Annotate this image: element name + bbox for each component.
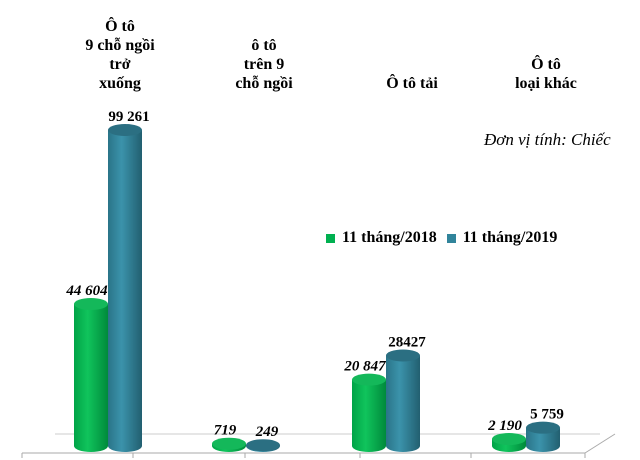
data-label: 20 847	[343, 359, 386, 375]
bar-0-2	[352, 373, 386, 452]
category-label: ô tô trên 9 chỗ ngồi	[235, 37, 293, 92]
category-label: Ô tô 9 chỗ ngồi trở xuống	[85, 18, 155, 92]
data-label: 249	[255, 424, 279, 440]
data-label: 99 261	[108, 109, 149, 125]
legend-swatch-2019	[446, 233, 456, 243]
bar-1-0	[108, 124, 142, 452]
category-label: Ô tô tải	[386, 75, 438, 92]
data-label: 44 604	[65, 283, 108, 299]
bar-0-0	[74, 298, 108, 452]
legend: 11 tháng/2018 11 tháng/2019	[326, 229, 557, 247]
bar-1-3	[526, 421, 560, 452]
unit-label: Đơn vị tính: Chiếc	[484, 130, 611, 149]
data-label: 719	[214, 423, 237, 439]
bar-0-3	[492, 433, 526, 452]
bar-0-1	[212, 437, 246, 452]
data-label: 5 759	[530, 407, 564, 423]
data-label: 2 190	[487, 418, 522, 434]
category-label: Ô tô loại khác	[515, 56, 577, 92]
bar-1-2	[386, 349, 420, 452]
data-label: 28427	[388, 335, 426, 351]
legend-swatch-2018	[326, 233, 335, 243]
bar-1-1	[246, 439, 280, 452]
legend-label-2019: 11 tháng/2019	[462, 229, 558, 246]
legend-label-2018: 11 tháng/2018	[342, 229, 437, 246]
